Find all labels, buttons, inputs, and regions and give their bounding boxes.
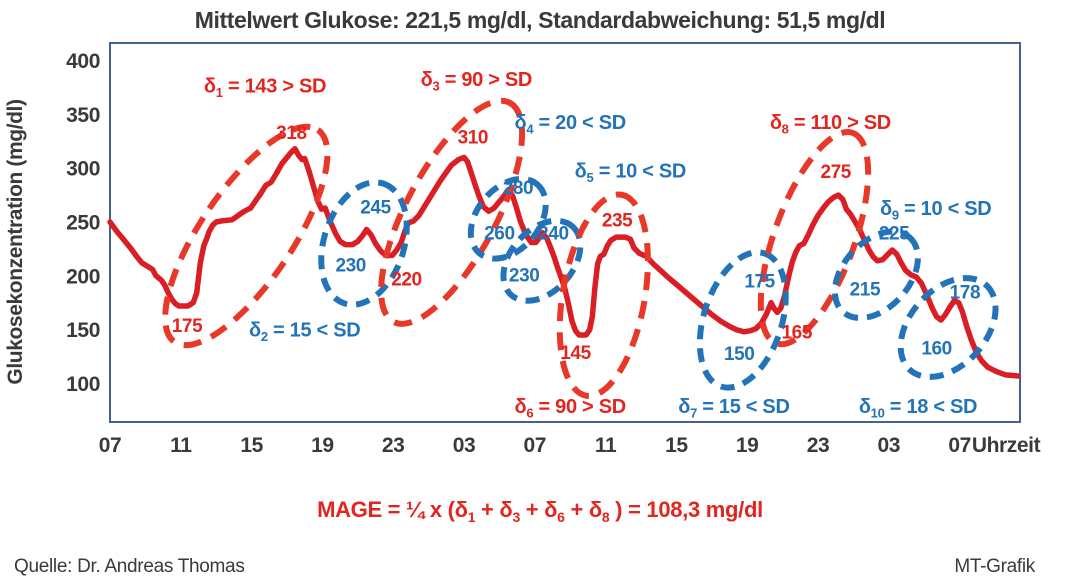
mage-delta-subscript: 1: [467, 509, 476, 525]
excursion-ellipse-delta-3: [378, 97, 526, 327]
point-label-225: 225: [879, 223, 910, 244]
point-label-220: 220: [391, 270, 422, 291]
point-label-175: 175: [172, 316, 203, 337]
y-axis-tick: 400: [66, 50, 100, 73]
point-label-280: 280: [503, 178, 534, 199]
point-label-230: 230: [509, 265, 540, 286]
point-label-150: 150: [724, 344, 755, 365]
x-axis-tick: 23: [382, 434, 405, 457]
y-axis-tick: 300: [66, 158, 100, 181]
x-axis-tick: 19: [311, 434, 334, 457]
mage-formula-text: ) = 108,3 mg/dl: [609, 497, 763, 522]
excursion-ellipse-delta-5: [500, 217, 584, 304]
source-credit: Quelle: Dr. Andreas Thomas: [14, 556, 245, 577]
point-label-318: 318: [276, 123, 307, 144]
excursion-ellipse-delta-7: [696, 249, 789, 391]
mage-formula-text: + δ: [564, 497, 602, 522]
glucose-curve: [107, 146, 1021, 379]
point-label-240: 240: [538, 223, 569, 244]
x-axis-tick: 07: [948, 434, 971, 457]
mage-formula-text: + δ: [475, 497, 513, 522]
plot-border: [109, 42, 1021, 423]
excursion-ellipse-delta-4: [467, 175, 549, 262]
x-axis-tick: 15: [240, 434, 263, 457]
point-label-310: 310: [458, 127, 489, 148]
excursion-ellipse-delta-9: [831, 228, 921, 321]
excursion-label-delta-3: δ3 = 90 > SD: [421, 69, 532, 94]
excursion-label-delta-1: δ1 = 143 > SD: [204, 75, 326, 100]
point-label-245: 245: [360, 197, 391, 218]
x-axis-tick: 03: [453, 434, 476, 457]
y-axis-tick: 150: [66, 319, 100, 342]
glucose-chart: Glukosekonzentration (mg/dl) 400 350 300 250…: [4, 42, 1041, 457]
excursion-label-delta-9: δ9 = 10 < SD: [880, 198, 991, 223]
graphic-credit: MT-Grafik: [954, 556, 1035, 577]
excursion-label-delta-7: δ7 = 15 < SD: [678, 396, 789, 421]
point-label-175: 175: [744, 272, 775, 293]
excursion-label-delta-4: δ4 = 20 < SD: [514, 112, 625, 137]
point-label-165: 165: [782, 322, 813, 343]
point-label-215: 215: [850, 279, 881, 300]
point-label-230: 230: [335, 256, 366, 277]
x-axis-tick: 07: [99, 434, 122, 457]
x-axis-tick: 15: [665, 434, 688, 457]
point-label-145: 145: [560, 343, 591, 364]
y-axis-tick: 100: [66, 373, 100, 396]
excursion-ellipse-delta-8: [757, 129, 872, 348]
mage-delta-subscript: 6: [557, 509, 565, 525]
x-axis-tick: 23: [807, 434, 830, 457]
y-axis-label: Glukosekonzentration (mg/dl): [4, 99, 27, 384]
mage-delta-subscript: 3: [512, 509, 520, 525]
excursion-ellipse-delta-1: [162, 123, 331, 349]
x-axis-tick: 03: [878, 434, 901, 457]
excursion-label-delta-5: δ5 = 10 < SD: [575, 160, 686, 185]
excursion-label-delta-2: δ2 = 15 < SD: [249, 320, 360, 345]
point-label-235: 235: [602, 210, 633, 231]
point-label-178: 178: [950, 282, 981, 303]
y-axis-tick: 250: [66, 211, 100, 234]
point-label-275: 275: [820, 162, 851, 183]
x-axis-tick: 11: [170, 434, 192, 457]
point-label-160: 160: [921, 338, 952, 359]
excursion-label-delta-6: δ6 = 90 > SD: [514, 396, 625, 421]
excursion-label-delta-8: δ8 = 110 > SD: [770, 112, 891, 137]
x-axis-tick: 07: [524, 434, 547, 457]
y-axis-tick: 200: [66, 265, 100, 288]
point-label-260: 260: [484, 223, 515, 244]
excursion-ellipse-delta-10: [897, 275, 999, 380]
x-axis-unit-label: Uhrzeit: [972, 434, 1041, 457]
x-axis-tick: 11: [595, 434, 617, 457]
mage-formula-text: + δ: [519, 497, 558, 522]
excursion-ellipse-delta-6: [556, 191, 651, 399]
x-axis-tick: 19: [736, 434, 759, 457]
y-axis-tick: 350: [66, 104, 100, 127]
mage-delta-subscript: 8: [601, 509, 610, 525]
chart-title: Mittelwert Glukose: 221,5 mg/dl, Standar…: [194, 7, 886, 33]
mage-formula: MAGE = ¼ x (δ1 + δ3 + δ6 + δ8 ) = 108,3 …: [0, 497, 1080, 525]
excursion-label-delta-10: δ10 = 18 < SD: [859, 396, 977, 421]
mage-formula-text: MAGE = ¼ x (δ: [317, 497, 468, 522]
excursion-ellipse-delta-2: [318, 179, 410, 308]
